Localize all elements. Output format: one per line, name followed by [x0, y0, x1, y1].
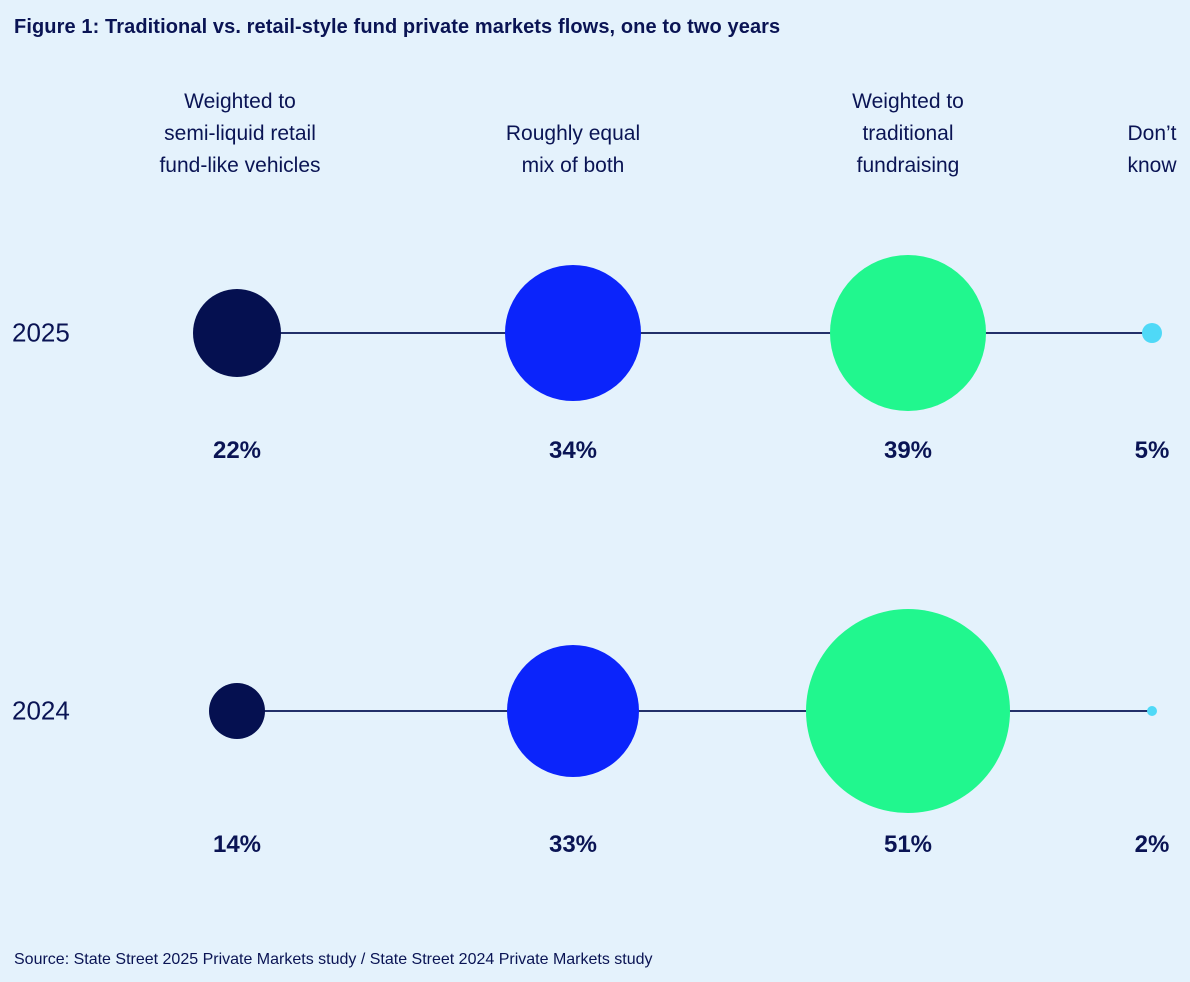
- value-label-2024-dont-know: 2%: [1134, 831, 1170, 858]
- figure-title: Figure 1: Traditional vs. retail-style f…: [14, 16, 781, 38]
- row-label-2024: 2024: [12, 695, 70, 726]
- bubble-2024-traditional: [806, 609, 1010, 813]
- value-label-2024-semi-liquid: 14%: [212, 831, 262, 858]
- bubble-2024-dont-know: [1147, 706, 1157, 716]
- bubble-2025-traditional: [830, 255, 986, 411]
- bubble-2025-semi-liquid: [193, 289, 281, 377]
- bubble-2025-equal-mix: [505, 265, 641, 401]
- connector-line-2024: [237, 710, 1152, 712]
- value-label-2025-traditional: 39%: [883, 437, 933, 464]
- column-header-semi-liquid: Weighted to semi-liquid retail fund-like…: [159, 90, 321, 177]
- bubble-2025-dont-know: [1142, 323, 1162, 343]
- column-header-traditional: Weighted to traditional fundraising: [852, 90, 964, 177]
- value-label-2025-semi-liquid: 22%: [212, 437, 262, 464]
- value-label-2025-dont-know: 5%: [1134, 437, 1170, 464]
- row-label-2025: 2025: [12, 317, 70, 348]
- bubble-2024-semi-liquid: [209, 683, 265, 739]
- column-header-dont-know: Don’t know: [1127, 122, 1177, 177]
- bubble-2024-equal-mix: [507, 645, 639, 777]
- value-label-2024-traditional: 51%: [883, 831, 933, 858]
- value-label-2024-equal-mix: 33%: [548, 831, 598, 858]
- connector-line-2025: [237, 332, 1152, 334]
- value-label-2025-equal-mix: 34%: [548, 437, 598, 464]
- source-note: Source: State Street 2025 Private Market…: [14, 951, 653, 968]
- column-header-equal-mix: Roughly equal mix of both: [505, 122, 641, 177]
